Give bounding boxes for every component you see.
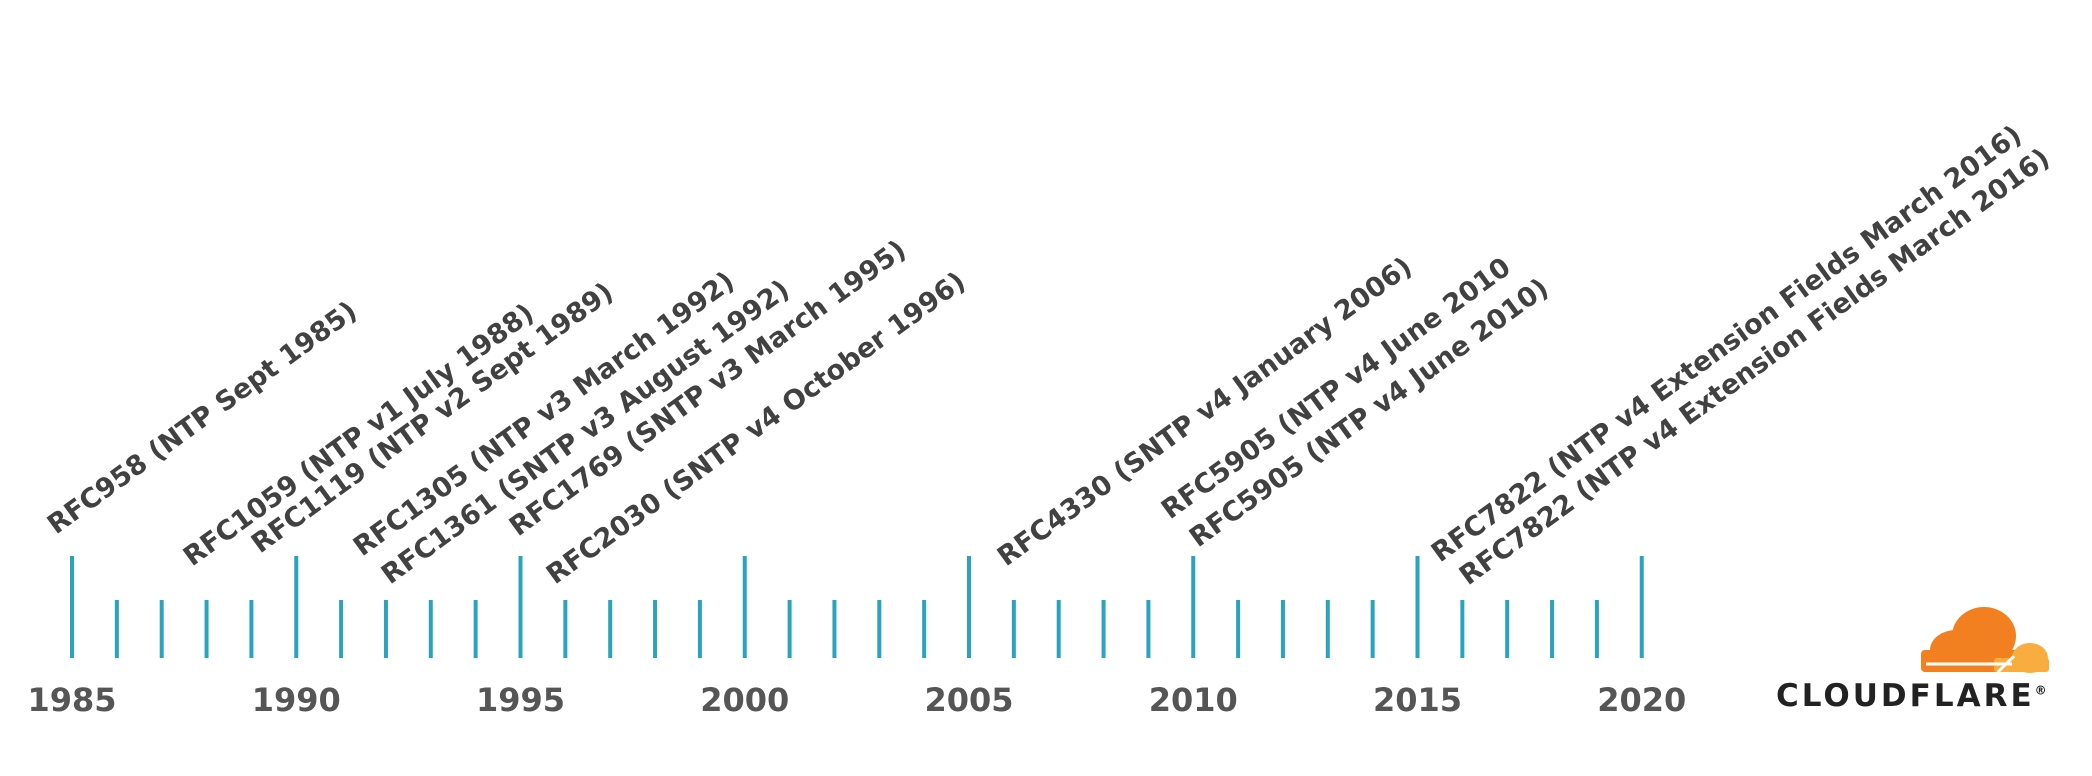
year-label-1995: 1995 (476, 681, 565, 719)
logo-text: CLOUDFLARE (1776, 678, 2035, 714)
cloudflare-wordmark: CLOUDFLARE® (1776, 678, 2070, 714)
year-label-2005: 2005 (924, 681, 1013, 719)
year-label-1985: 1985 (27, 681, 116, 719)
cloud-icon (1921, 607, 2049, 674)
registered-mark: ® (2034, 683, 2050, 698)
year-label-2010: 2010 (1149, 681, 1238, 719)
year-label-2020: 2020 (1597, 681, 1686, 719)
year-label-2000: 2000 (700, 681, 789, 719)
year-label-2015: 2015 (1373, 681, 1462, 719)
cloudflare-logo: CLOUDFLARE® (1776, 606, 2070, 716)
event-label: RFC7822 (NTP v4 Extension Fields March 2… (1454, 143, 2056, 592)
event-label: RFC7822 (NTP v4 Extension Fields March 2… (1426, 120, 2028, 569)
year-label-1990: 1990 (252, 681, 341, 719)
